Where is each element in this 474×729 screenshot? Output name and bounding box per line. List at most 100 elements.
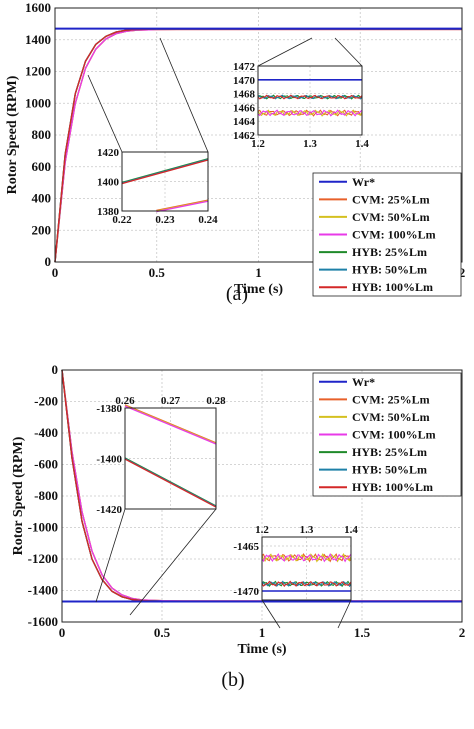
- inset-series-line: [261, 580, 352, 588]
- legend-entry: HYB: 100%Lm: [352, 480, 433, 494]
- inset-x-tick-label: 1.4: [355, 138, 369, 150]
- zoom-connector: [159, 37, 209, 153]
- y-tick-label: -1400: [28, 583, 58, 598]
- zoom-connector: [261, 599, 281, 629]
- legend-entry: HYB: 100%Lm: [352, 280, 433, 294]
- inset-frame: [124, 407, 217, 510]
- zoom-connector: [87, 74, 123, 153]
- inset-0: 0.22 0.23 0.24 1380 1400 1420: [97, 147, 218, 226]
- legend: Wr* CVM: 25%Lm CVM: 50%Lm CVM: 100%Lm HYB: 2…: [312, 172, 462, 297]
- y-tick-label: 0: [52, 362, 59, 377]
- inset-y-tick-label: 1468: [233, 89, 256, 101]
- inset-x-tick-label: 0.27: [161, 395, 181, 407]
- y-axis-label: Rotor Speed (RPM): [5, 75, 20, 194]
- y-tick-label: 800: [32, 127, 52, 142]
- x-tick-label: 0: [59, 625, 66, 640]
- inset-x-tick-label: 1.2: [255, 524, 269, 536]
- legend: Wr* CVM: 25%Lm CVM: 50%Lm CVM: 100%Lm HYB: 2…: [312, 372, 462, 497]
- inset-1: 1.2 1.3 1.4 -1465 -1470: [233, 524, 358, 601]
- inset-x-tick-label: 0.23: [155, 214, 175, 226]
- inset-series-line: [124, 458, 217, 508]
- legend-entry: CVM: 25%Lm: [352, 192, 430, 206]
- legend-entry: HYB: 50%Lm: [352, 463, 427, 477]
- inset-series-line: [121, 159, 209, 185]
- legend-entry: CVM: 50%Lm: [352, 410, 430, 424]
- y-tick-label: 1000: [25, 95, 51, 110]
- x-tick-label: 1: [255, 265, 262, 280]
- inset-frame: [261, 536, 352, 601]
- y-tick-label: -800: [34, 488, 58, 503]
- legend-entry: HYB: 25%Lm: [352, 245, 427, 259]
- x-tick-label: 0.5: [149, 265, 166, 280]
- inset-y-tick-label: -1465: [233, 541, 259, 553]
- zoom-connector: [95, 508, 126, 603]
- inset-frame: [121, 151, 209, 212]
- inset-x-tick-label: 1.4: [344, 524, 358, 536]
- inset-series-line: [261, 552, 352, 563]
- legend-entry: HYB: 50%Lm: [352, 263, 427, 277]
- inset-series-line: [261, 553, 352, 563]
- inset-x-tick-label: 0.24: [198, 214, 218, 226]
- inset-series-line: [261, 580, 352, 587]
- inset-y-tick-label: -1380: [96, 403, 122, 415]
- inset-y-tick-label: 1400: [97, 177, 120, 189]
- legend-entry: Wr*: [352, 375, 375, 389]
- inset-y-tick-label: 1380: [97, 206, 120, 218]
- inset-y-tick-label: -1400: [96, 454, 122, 466]
- y-tick-label: 200: [32, 222, 52, 237]
- inset-series-line: [124, 405, 217, 445]
- y-tick-label: 0: [45, 254, 52, 269]
- y-tick-label: -600: [34, 457, 58, 472]
- zoom-connector: [334, 37, 363, 67]
- legend-entry: Wr*: [352, 175, 375, 189]
- y-axis-label: Rotor Speed (RPM): [11, 436, 26, 555]
- inset-0: 0.26 0.27 0.28 -1380 -1400 -1420: [96, 395, 226, 516]
- panel-caption: (b): [221, 669, 244, 691]
- inset-y-tick-label: -1420: [96, 504, 122, 516]
- y-tick-label: 1600: [25, 0, 51, 15]
- y-tick-label: -400: [34, 425, 58, 440]
- y-tick-label: -200: [34, 394, 58, 409]
- inset-x-tick-label: 0.26: [115, 395, 135, 407]
- plot-frame: [54, 7, 463, 263]
- y-tick-label: -1000: [28, 520, 58, 535]
- x-axis-label: Time (s): [237, 642, 286, 657]
- legend-entry: CVM: 25%Lm: [352, 392, 430, 406]
- zoom-connector: [129, 508, 217, 616]
- x-tick-label: 1.5: [354, 625, 371, 640]
- y-tick-label: 1200: [25, 64, 51, 79]
- x-tick-label: 2: [459, 625, 466, 640]
- inset-series-line: [257, 109, 363, 117]
- inset-x-tick-label: 1.3: [303, 138, 317, 150]
- inset-area: [258, 66, 362, 135]
- inset-x-tick-label: 1.2: [251, 138, 265, 150]
- inset-series-line: [156, 200, 209, 213]
- inset-y-tick-label: 1464: [233, 116, 256, 128]
- inset-series-line: [257, 109, 363, 117]
- y-tick-label: -1600: [28, 614, 58, 629]
- plot-frame: [61, 369, 463, 623]
- inset-x-tick-label: 0.28: [206, 395, 226, 407]
- inset-x-tick-label: 0.22: [112, 214, 132, 226]
- panel-b: 0 0.5 1 1.5 2 0 -200 -400 -600 -800 -1000 -1200 -140…: [11, 362, 465, 691]
- inset-frame: [257, 65, 363, 136]
- y-tick-label: 600: [32, 159, 52, 174]
- zoom-connector: [337, 599, 352, 629]
- y-tick-label: -1200: [28, 551, 58, 566]
- inset-y-tick-label: 1470: [233, 75, 256, 87]
- y-tick-label: 1400: [25, 32, 51, 47]
- zoom-connector: [257, 37, 313, 67]
- x-tick-label: 0.5: [154, 625, 171, 640]
- inset-y-tick-label: 1462: [233, 130, 256, 142]
- legend-entry: CVM: 100%Lm: [352, 428, 436, 442]
- inset-y-tick-label: 1472: [233, 61, 256, 73]
- inset-x-tick-label: 1.3: [300, 524, 314, 536]
- panel-caption: (a): [226, 283, 248, 305]
- legend-entry: CVM: 100%Lm: [352, 228, 436, 242]
- legend-entry: CVM: 50%Lm: [352, 210, 430, 224]
- x-tick-label: 2: [459, 265, 466, 280]
- inset-y-tick-label: 1420: [97, 147, 120, 159]
- inset-series-line: [257, 94, 363, 100]
- panel-a: 00.511.5202004006008001000120014001600Ti…: [5, 0, 465, 305]
